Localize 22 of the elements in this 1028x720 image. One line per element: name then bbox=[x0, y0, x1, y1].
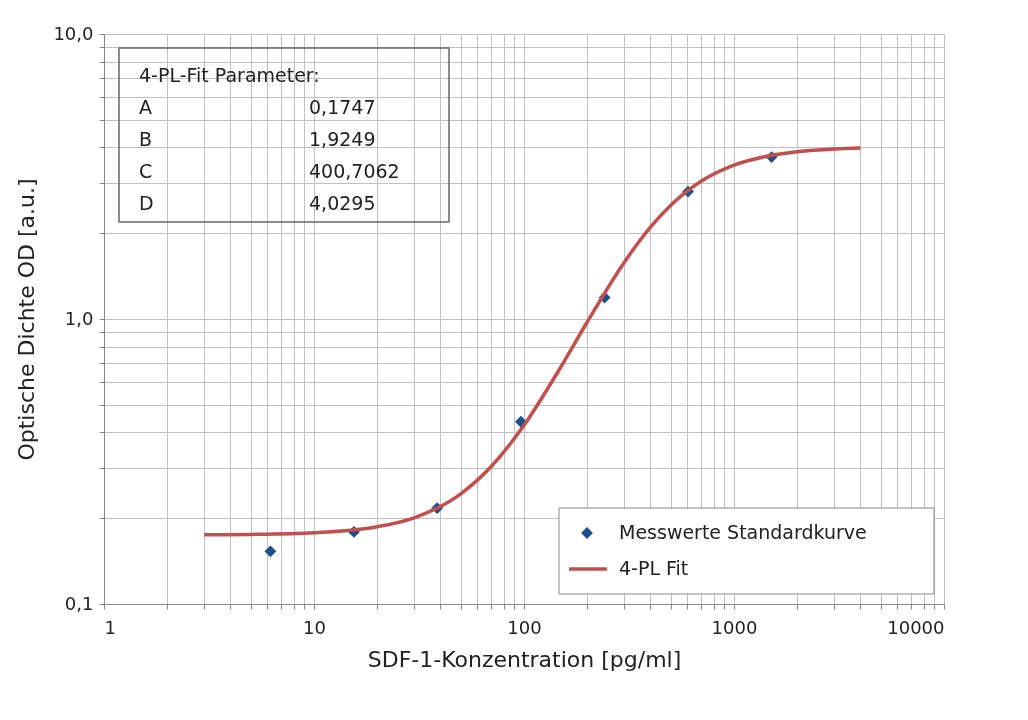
annotation: 4,0295 bbox=[309, 192, 376, 214]
annotation: 400,7062 bbox=[309, 160, 400, 182]
y-tick-label: 0,1 bbox=[64, 592, 94, 614]
y-axis-title: Optische Dichte OD [a.u.] bbox=[14, 178, 40, 461]
x-tick-label: 10 bbox=[303, 616, 326, 638]
annotation: B bbox=[139, 128, 153, 150]
y-tick-label: 10,0 bbox=[53, 22, 94, 44]
point bbox=[264, 545, 277, 558]
annotation: D bbox=[139, 192, 154, 214]
x-axis-title: SDF-1-Konzentration [pg/ml] bbox=[367, 646, 682, 672]
x-tick-label: 100 bbox=[507, 616, 542, 638]
x-tick-label: 1000 bbox=[711, 616, 758, 638]
x-tick-label: 10000 bbox=[887, 616, 945, 638]
legend-label: Messwerte Standardkurve bbox=[619, 521, 867, 543]
annotation: A bbox=[139, 96, 152, 118]
annotation: C bbox=[139, 160, 153, 182]
legend-label: 4-PL Fit bbox=[619, 557, 689, 579]
annotation: 4-PL-Fit Parameter: bbox=[139, 64, 320, 86]
y-tick-label: 1,0 bbox=[64, 307, 94, 329]
x-tick-label: 1 bbox=[104, 616, 116, 638]
annotation: 0,1747 bbox=[309, 96, 376, 118]
annotation: 1,9249 bbox=[309, 128, 376, 150]
